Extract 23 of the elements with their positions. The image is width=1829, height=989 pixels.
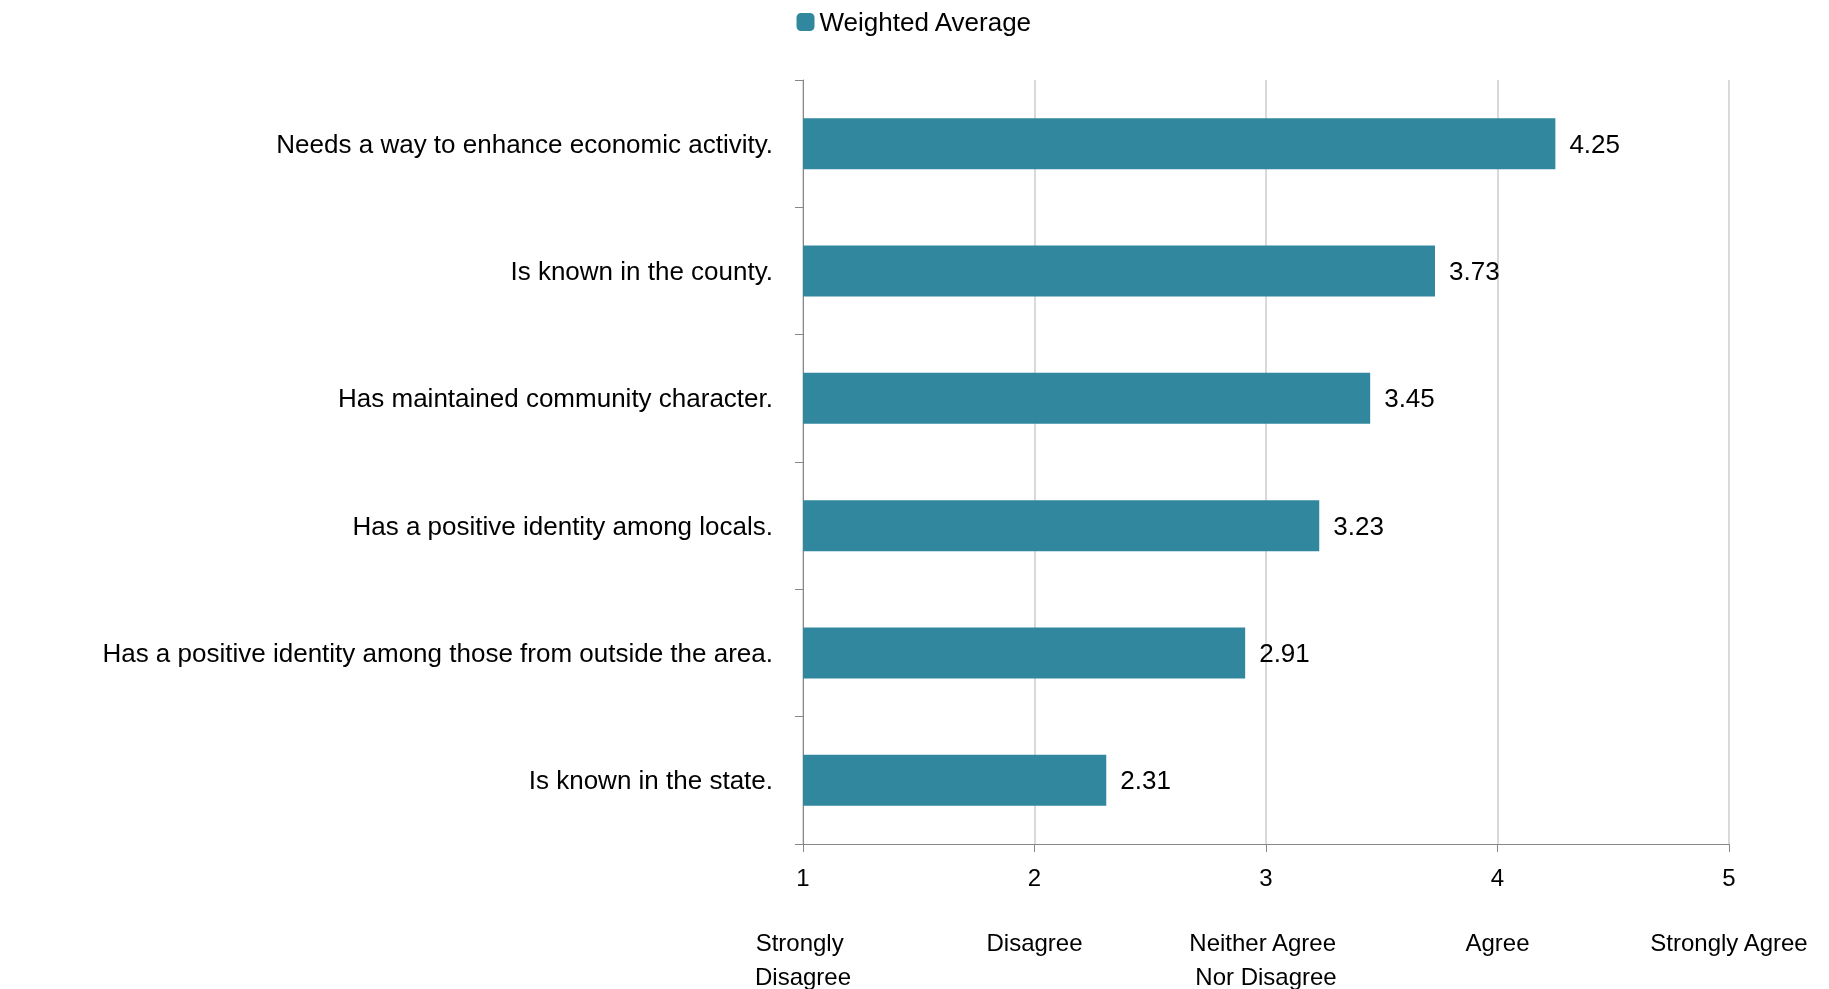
text: Strongly Disagree [754,928,852,989]
x-tick-label: 5 [1722,863,1736,891]
data-label: 3.23 [1333,510,1384,541]
data-label: 4.25 [1569,128,1620,159]
data-label: 3.73 [1448,256,1500,286]
y-tick-label: Needs a way to enhance economic activity. [276,128,773,159]
y-tick-label: Has maintained community character. [338,383,773,414]
data-label: 3.45 [1384,383,1435,414]
text: Disagree [986,928,1083,956]
text: Agree [1465,928,1530,956]
y-tick-label: Is known in the state. [528,765,773,796]
y-tick-label: Has a positive identity among locals. [352,510,773,541]
text: Neither Agree Nor Disagree [1189,928,1343,989]
x-tick-label: 4 [1490,863,1505,891]
x-tick-label: 1 [796,863,810,891]
legend-label: Weighted Average [819,7,1032,37]
y-tick-label: Has a positive identity among those from outside the area. [102,638,773,668]
x-tick-label: 2 [1027,863,1042,891]
x-tick-label: 3 [1259,863,1273,891]
y-tick-label: Is known in the county. [510,256,773,286]
text: Strongly Agree [1650,928,1808,956]
data-label: 2.91 [1259,638,1310,668]
data-label: 2.31 [1120,765,1171,796]
